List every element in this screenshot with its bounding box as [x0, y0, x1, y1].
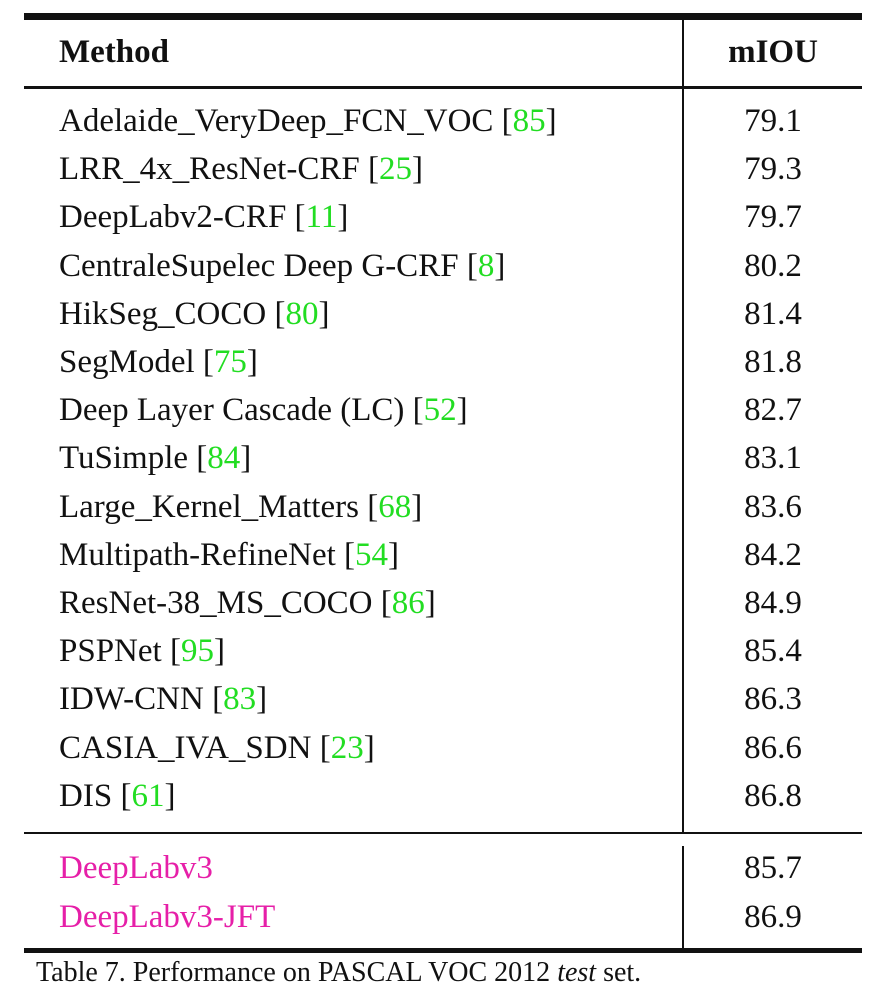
caption-prefix: Table 7. Performance on PASCAL VOC 2012	[36, 957, 558, 988]
method-name-cell: Multipath-RefineNet [54]	[59, 537, 400, 573]
method-name: CASIA_IVA_SDN	[59, 730, 312, 766]
miou-column-header: mIOU	[728, 34, 818, 70]
method-name: LRR_4x_ResNet-CRF	[59, 151, 360, 187]
citation-link[interactable]: 68	[378, 489, 412, 525]
our-miou-value-cell: 85.7	[744, 850, 802, 886]
method-name-cell: SegModel [75]	[59, 344, 258, 380]
miou-value-cell: 86.6	[744, 730, 802, 766]
caption-emphasis: test	[557, 957, 597, 988]
method-name: Adelaide_VeryDeep_FCN_VOC	[59, 103, 494, 139]
our-method-name: DeepLabv3-JFT	[59, 899, 276, 935]
method-name-cell: DIS [61]	[59, 778, 176, 814]
method-name: IDW-CNN	[59, 681, 204, 717]
header-bottom-rule	[24, 86, 862, 89]
our-method-name: DeepLabv3	[59, 850, 213, 886]
method-name-cell: IDW-CNN [83]	[59, 681, 268, 717]
method-name-cell: PSPNet [95]	[59, 633, 225, 669]
caption-suffix: set.	[596, 957, 642, 988]
miou-value-cell: 82.7	[744, 392, 802, 428]
citation-link[interactable]: 25	[378, 151, 412, 187]
citation-link[interactable]: 52	[423, 392, 457, 428]
miou-value-cell: 79.3	[744, 151, 802, 187]
ours-separator-rule	[24, 832, 862, 834]
method-name: Deep Layer Cascade (LC)	[59, 392, 405, 428]
method-name-cell: TuSimple [84]	[59, 440, 252, 476]
method-name-cell: ResNet-38_MS_COCO [86]	[59, 585, 436, 621]
miou-value-cell: 79.7	[744, 199, 802, 235]
method-name-cell: DeepLabv2-CRF [11]	[59, 199, 349, 235]
table-bottom-rule	[24, 948, 862, 953]
method-name: Multipath-RefineNet	[59, 537, 336, 573]
miou-value-cell: 86.3	[744, 681, 802, 717]
miou-value-cell: 83.1	[744, 440, 802, 476]
method-name-cell: CentraleSupelec Deep G-CRF [8]	[59, 248, 506, 284]
citation-link[interactable]: 95	[180, 633, 214, 669]
miou-value-cell: 80.2	[744, 248, 802, 284]
method-name-cell: CASIA_IVA_SDN [23]	[59, 730, 375, 766]
method-name-cell: HikSeg_COCO [80]	[59, 296, 330, 332]
method-name-cell: Adelaide_VeryDeep_FCN_VOC [85]	[59, 103, 557, 139]
citation-link[interactable]: 23	[330, 730, 364, 766]
method-name-cell: Large_Kernel_Matters [68]	[59, 489, 423, 525]
body-column-divider	[682, 89, 684, 832]
method-name-cell: Deep Layer Cascade (LC) [52]	[59, 392, 468, 428]
citation-link[interactable]: 85	[512, 103, 546, 139]
citation-link[interactable]: 8	[477, 248, 495, 284]
method-name: PSPNet	[59, 633, 162, 669]
citation-link[interactable]: 86	[391, 585, 425, 621]
miou-value-cell: 81.8	[744, 344, 802, 380]
miou-value-cell: 79.1	[744, 103, 802, 139]
miou-value-cell: 84.9	[744, 585, 802, 621]
miou-value-cell: 83.6	[744, 489, 802, 525]
ours-column-divider	[682, 846, 684, 948]
header-column-divider	[682, 20, 684, 86]
table-top-rule	[24, 13, 862, 20]
method-name: SegModel	[59, 344, 195, 380]
method-name: CentraleSupelec Deep G-CRF	[59, 248, 459, 284]
method-name: TuSimple	[59, 440, 189, 476]
method-name: DeepLabv2-CRF	[59, 199, 287, 235]
citation-link[interactable]: 84	[207, 440, 241, 476]
miou-value-cell: 86.8	[744, 778, 802, 814]
method-name: Large_Kernel_Matters	[59, 489, 359, 525]
citation-link[interactable]: 80	[285, 296, 319, 332]
table-caption: Table 7. Performance on PASCAL VOC 2012 …	[36, 956, 856, 990]
method-name: DIS	[59, 778, 113, 814]
method-name: ResNet-38_MS_COCO	[59, 585, 373, 621]
method-column-header: Method	[59, 34, 169, 70]
citation-link[interactable]: 61	[131, 778, 165, 814]
citation-link[interactable]: 75	[213, 344, 247, 380]
method-name: HikSeg_COCO	[59, 296, 267, 332]
miou-value-cell: 85.4	[744, 633, 802, 669]
miou-value-cell: 81.4	[744, 296, 802, 332]
miou-value-cell: 84.2	[744, 537, 802, 573]
our-miou-value-cell: 86.9	[744, 899, 802, 935]
method-name-cell: LRR_4x_ResNet-CRF [25]	[59, 151, 423, 187]
citation-link[interactable]: 11	[305, 199, 338, 235]
citation-link[interactable]: 54	[355, 537, 389, 573]
citation-link[interactable]: 83	[223, 681, 257, 717]
